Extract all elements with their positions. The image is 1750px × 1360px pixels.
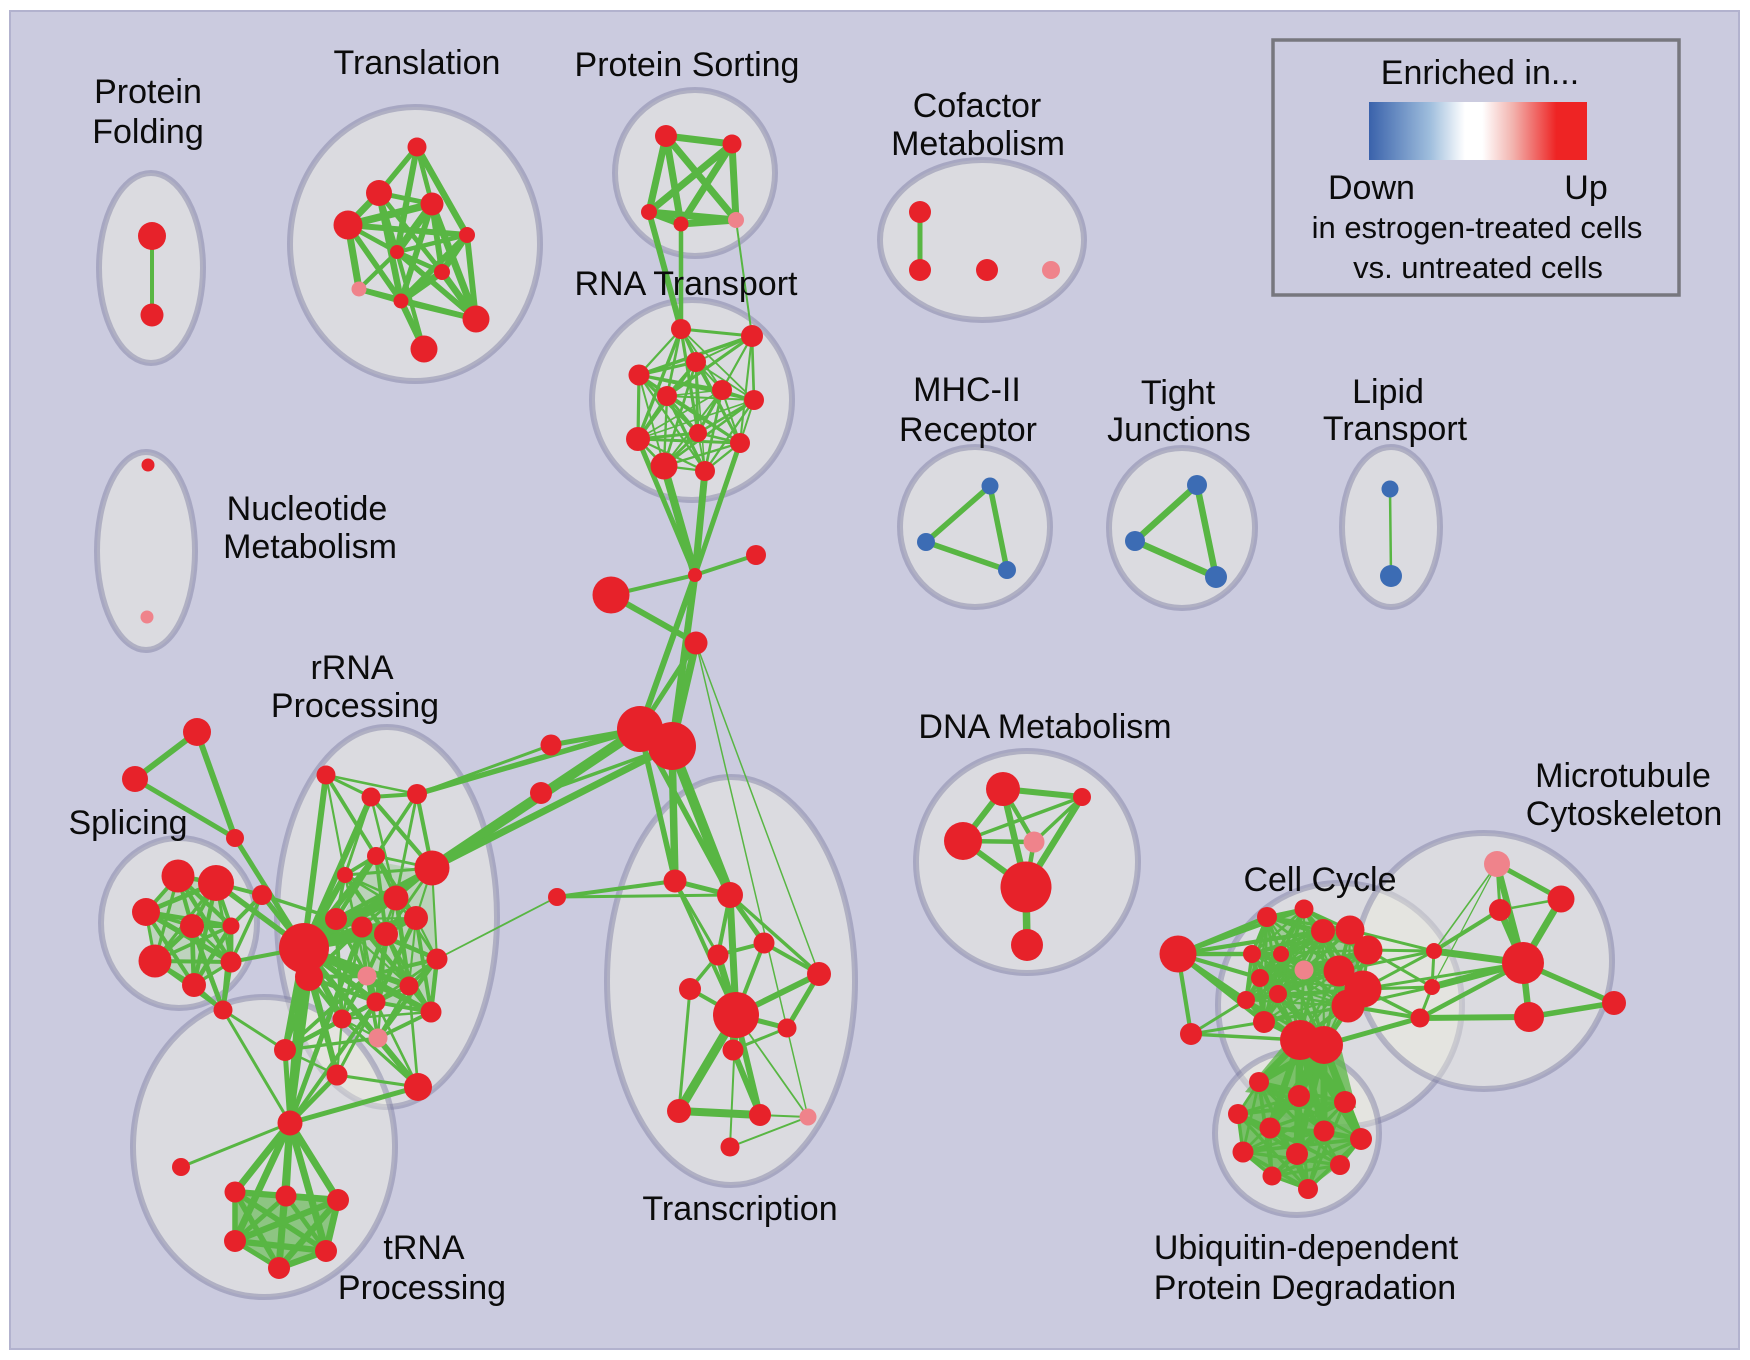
svg-text:Cell Cycle: Cell Cycle (1243, 861, 1396, 899)
svg-text:MHC-II: MHC-II (913, 371, 1021, 409)
svg-text:Junctions: Junctions (1107, 411, 1251, 449)
svg-text:Protein: Protein (94, 73, 202, 111)
svg-text:Nucleotide: Nucleotide (227, 490, 388, 528)
svg-text:in estrogen-treated cells: in estrogen-treated cells (1312, 210, 1643, 245)
svg-text:DNA Metabolism: DNA Metabolism (918, 708, 1171, 746)
svg-text:Transcription: Transcription (642, 1190, 837, 1228)
svg-text:Folding: Folding (92, 113, 204, 151)
svg-text:Enriched in...: Enriched in... (1381, 54, 1579, 92)
svg-text:Receptor: Receptor (899, 411, 1037, 449)
svg-text:Translation: Translation (334, 44, 501, 82)
svg-text:Metabolism: Metabolism (891, 125, 1065, 163)
svg-text:rRNA: rRNA (310, 649, 393, 687)
svg-text:Lipid: Lipid (1352, 373, 1424, 411)
svg-text:Transport: Transport (1323, 410, 1468, 448)
svg-text:vs. untreated cells: vs. untreated cells (1353, 250, 1603, 285)
svg-text:Protein Degradation: Protein Degradation (1154, 1269, 1456, 1307)
svg-text:Processing: Processing (338, 1269, 506, 1307)
svg-text:Protein Sorting: Protein Sorting (575, 46, 800, 84)
svg-text:Splicing: Splicing (68, 804, 187, 842)
svg-text:Cofactor: Cofactor (913, 87, 1042, 125)
svg-text:Up: Up (1564, 169, 1607, 207)
svg-text:Ubiquitin-dependent: Ubiquitin-dependent (1154, 1229, 1459, 1267)
svg-text:Tight: Tight (1141, 374, 1216, 412)
svg-text:Metabolism: Metabolism (223, 528, 397, 566)
svg-text:Processing: Processing (271, 687, 439, 725)
svg-text:Cytoskeleton: Cytoskeleton (1526, 795, 1723, 833)
svg-text:Down: Down (1328, 169, 1415, 207)
svg-text:Microtubule: Microtubule (1535, 757, 1711, 795)
svg-text:RNA Transport: RNA Transport (575, 265, 799, 303)
svg-text:tRNA: tRNA (383, 1229, 465, 1267)
